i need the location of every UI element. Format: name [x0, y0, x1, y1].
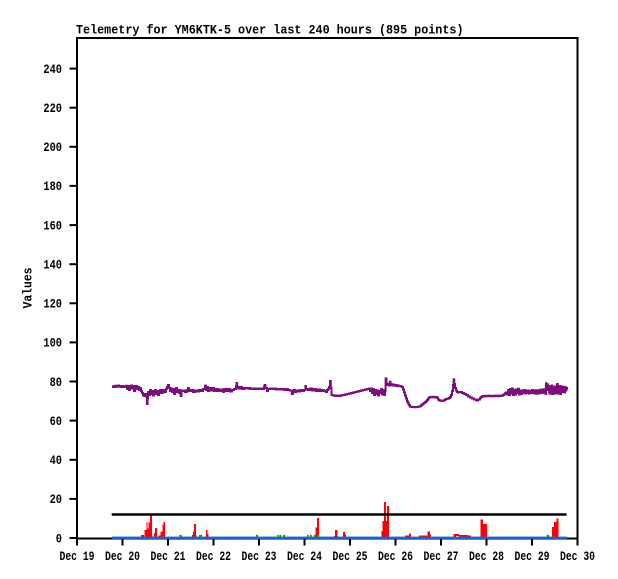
svg-text:Dec 21: Dec 21 — [151, 549, 186, 564]
svg-text:Dec 24: Dec 24 — [287, 549, 322, 564]
svg-text:Dec 30: Dec 30 — [560, 549, 595, 564]
svg-text:Dec 26: Dec 26 — [378, 549, 413, 564]
svg-text:120: 120 — [43, 297, 62, 312]
svg-text:180: 180 — [43, 179, 62, 194]
svg-text:60: 60 — [50, 414, 63, 429]
svg-text:80: 80 — [50, 375, 63, 390]
svg-text:200: 200 — [43, 140, 62, 155]
svg-text:Dec 19: Dec 19 — [60, 549, 95, 564]
svg-text:0: 0 — [56, 531, 62, 546]
svg-text:Dec 27: Dec 27 — [424, 549, 459, 564]
svg-text:140: 140 — [43, 258, 62, 273]
svg-text:100: 100 — [43, 336, 62, 351]
svg-text:Dec 22: Dec 22 — [196, 549, 231, 564]
svg-text:160: 160 — [43, 218, 62, 233]
svg-text:Dec 28: Dec 28 — [469, 549, 504, 564]
svg-text:Telemetry for YM6KTK-5 over la: Telemetry for YM6KTK-5 over last 240 hou… — [76, 24, 464, 38]
svg-text:240: 240 — [43, 62, 62, 77]
svg-text:Values: Values — [21, 267, 36, 308]
svg-text:20: 20 — [50, 492, 63, 507]
svg-text:Dec 23: Dec 23 — [242, 549, 277, 564]
svg-text:Dec 20: Dec 20 — [105, 549, 140, 564]
svg-text:40: 40 — [50, 453, 63, 468]
svg-text:220: 220 — [43, 101, 62, 116]
svg-text:Dec 29: Dec 29 — [515, 549, 550, 564]
svg-text:Dec 25: Dec 25 — [333, 549, 368, 564]
